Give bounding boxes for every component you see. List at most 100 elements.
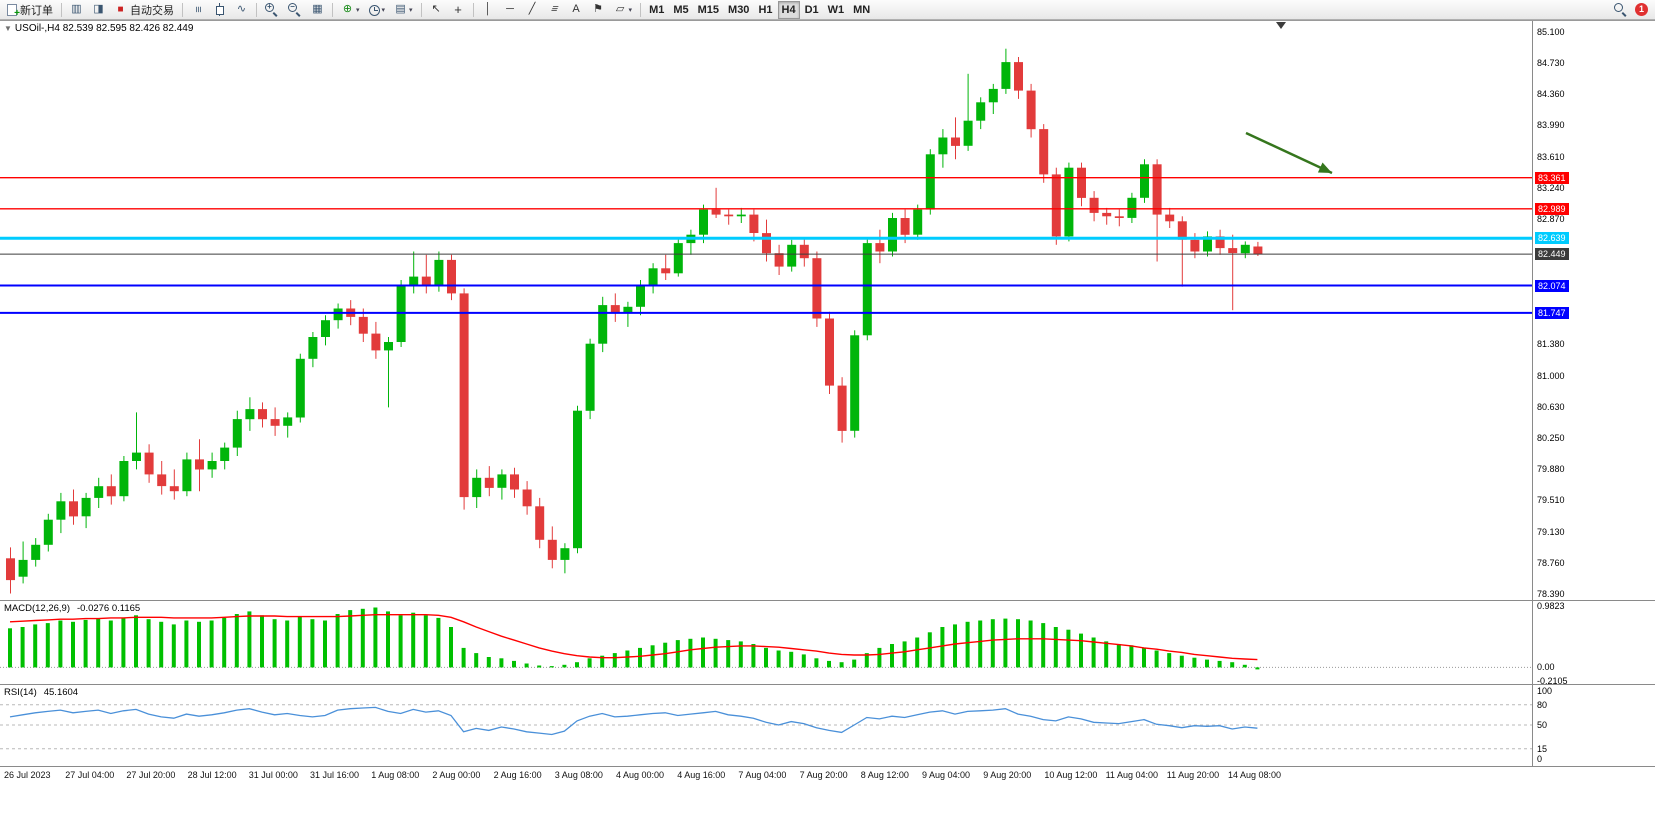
rsi-line bbox=[9, 706, 1258, 736]
notification-badge[interactable]: 1 bbox=[1635, 3, 1648, 16]
crosshair-icon: + bbox=[454, 2, 462, 17]
timeframe-m30-button[interactable]: M30 bbox=[724, 1, 753, 19]
profiles-icon: ◨ bbox=[93, 3, 104, 15]
text-label-button[interactable]: A bbox=[566, 1, 587, 19]
price-level-badge: 83.361 bbox=[1535, 171, 1569, 184]
autotrading-button[interactable]: ■ 自动交易 bbox=[110, 1, 178, 19]
toolbar-separator bbox=[640, 2, 642, 17]
templates-button[interactable]: ▤ ▾ bbox=[390, 1, 417, 19]
templates-icon: ▤ bbox=[395, 3, 406, 15]
shift-marker-icon[interactable] bbox=[1276, 22, 1286, 29]
price-tick: 78.760 bbox=[1537, 558, 1565, 569]
indicators-button[interactable]: ⊕ ▾ bbox=[337, 1, 364, 19]
price-tick: 84.730 bbox=[1537, 57, 1565, 68]
macd-axis[interactable]: 0.9823 0.00 -0.2105 bbox=[1532, 601, 1655, 687]
trendline-icon: ╱ bbox=[528, 3, 536, 15]
macd-pane[interactable]: MACD(12,26,9) -0.0276 0.1165 0.9823 0.00 -0… bbox=[0, 601, 1655, 687]
price-tick: 80.630 bbox=[1537, 401, 1565, 412]
candlestick-chart-icon bbox=[213, 3, 226, 16]
time-label: 31 Jul 00:00 bbox=[248, 770, 298, 780]
time-label: 1 Aug 08:00 bbox=[371, 770, 420, 780]
vertical-line-button[interactable]: │ bbox=[478, 1, 499, 19]
time-axis[interactable]: 26 Jul 2023 27 Jul 04:00 27 Jul 20:00 28 Ju… bbox=[0, 767, 1655, 785]
new-chart-button[interactable]: ▥ bbox=[66, 1, 87, 19]
timeframe-h1-button[interactable]: H1 bbox=[754, 1, 776, 19]
text-label-icon: A bbox=[572, 3, 580, 15]
collapse-icon[interactable]: ▼ bbox=[4, 24, 12, 33]
chart-header-text: USOil-,H4 82.539 82.595 82.426 82.449 bbox=[14, 23, 194, 34]
price-level-badge: 81.747 bbox=[1535, 306, 1569, 319]
tile-windows-button[interactable]: ▦ bbox=[307, 1, 328, 19]
chart-area: ▼ USOil-,H4 82.539 82.595 82.426 82.449 8… bbox=[0, 20, 1655, 785]
macd-label: MACD(12,26,9) -0.0276 0.1165 bbox=[4, 603, 147, 614]
time-label: 2 Aug 16:00 bbox=[493, 770, 542, 780]
arrows-button[interactable]: ⚑ bbox=[588, 1, 609, 19]
rsi-pane[interactable]: RSI(14) 45.1604 100 80 50 15 0 bbox=[0, 685, 1655, 767]
price-level-badge: 82.449 bbox=[1535, 248, 1569, 261]
price-tick: 83.990 bbox=[1537, 119, 1565, 130]
price-level-badge: 82.989 bbox=[1535, 202, 1569, 215]
bar-chart-button[interactable]: ≡ bbox=[187, 1, 208, 19]
trend-arrow[interactable] bbox=[1245, 131, 1333, 175]
time-label: 27 Jul 20:00 bbox=[126, 770, 176, 780]
price-tick: 81.000 bbox=[1537, 370, 1565, 381]
timeframe-m1-button[interactable]: M1 bbox=[645, 1, 668, 19]
rsi-value: 45.1604 bbox=[43, 687, 79, 698]
timeframe-m5-button[interactable]: M5 bbox=[669, 1, 692, 19]
timeframe-m15-button[interactable]: M15 bbox=[694, 1, 723, 19]
trend-arrow-head bbox=[1317, 162, 1332, 173]
new-chart-icon: ▥ bbox=[71, 3, 82, 15]
fibonacci-button[interactable]: ≡ bbox=[544, 1, 565, 19]
rsi-label: RSI(14) 45.1604 bbox=[4, 687, 85, 698]
crosshair-button[interactable]: + bbox=[448, 1, 469, 19]
line-chart-button[interactable]: ∿ bbox=[231, 1, 252, 19]
price-tick: 80.250 bbox=[1537, 433, 1565, 444]
time-label: 26 Jul 2023 bbox=[4, 770, 51, 780]
horizontal-line-icon: ─ bbox=[506, 3, 514, 15]
chevron-down-icon: ▾ bbox=[409, 6, 413, 14]
chart-header: ▼ USOil-,H4 82.539 82.595 82.426 82.449 bbox=[4, 23, 200, 34]
horizontal-line-button[interactable]: ─ bbox=[500, 1, 521, 19]
flag-icon: ⚑ bbox=[593, 3, 603, 15]
rsi-name: RSI(14) bbox=[4, 687, 37, 698]
macd-plot[interactable] bbox=[0, 601, 1532, 685]
periods-button[interactable]: ▾ bbox=[365, 1, 390, 19]
profiles-button[interactable]: ◨ bbox=[88, 1, 109, 19]
timeframe-w1-button[interactable]: W1 bbox=[824, 1, 849, 19]
zoom-out-button[interactable]: − bbox=[284, 1, 306, 19]
price-axis[interactable]: 85.100 84.730 84.360 83.990 83.610 83.240 82.8… bbox=[1532, 21, 1655, 600]
macd-name: MACD(12,26,9) bbox=[4, 603, 70, 614]
cursor-button[interactable]: ↖ bbox=[426, 1, 447, 19]
time-label: 31 Jul 16:00 bbox=[310, 770, 360, 780]
price-pane[interactable]: ▼ USOil-,H4 82.539 82.595 82.426 82.449 8… bbox=[0, 21, 1655, 601]
price-tick: 85.100 bbox=[1537, 26, 1565, 37]
time-label: 4 Aug 00:00 bbox=[616, 770, 665, 780]
macd-tick: -0.2105 bbox=[1537, 676, 1568, 687]
new-order-button[interactable]: + 新订单 bbox=[3, 1, 57, 19]
timeframe-h4-button[interactable]: H4 bbox=[777, 0, 800, 19]
rsi-axis[interactable]: 100 80 50 15 0 bbox=[1532, 685, 1655, 766]
time-label: 10 Aug 12:00 bbox=[1044, 770, 1098, 780]
new-order-label: 新订单 bbox=[20, 4, 53, 17]
rsi-plot[interactable] bbox=[0, 685, 1532, 767]
price-tick: 83.240 bbox=[1537, 182, 1565, 193]
candlestick-plot[interactable] bbox=[0, 21, 1532, 601]
toolbar-separator bbox=[182, 2, 183, 17]
search-button[interactable] bbox=[1610, 1, 1632, 19]
macd-tick: 0.9823 bbox=[1537, 601, 1565, 611]
rsi-tick: 0 bbox=[1537, 753, 1543, 764]
time-label: 7 Aug 04:00 bbox=[738, 770, 787, 780]
price-level-badge: 82.639 bbox=[1535, 232, 1569, 245]
toolbar-separator bbox=[472, 2, 474, 17]
price-tick: 79.510 bbox=[1537, 495, 1565, 506]
timeframe-d1-button[interactable]: D1 bbox=[801, 1, 823, 19]
new-order-icon: + bbox=[7, 3, 20, 18]
zoom-in-button[interactable]: + bbox=[261, 1, 283, 19]
autotrading-icon: ■ bbox=[117, 4, 124, 15]
time-label: 8 Aug 12:00 bbox=[860, 770, 909, 780]
candlestick-chart-button[interactable] bbox=[209, 1, 230, 19]
trendline-button[interactable]: ╱ bbox=[522, 1, 543, 19]
shapes-button[interactable]: ▱ ▾ bbox=[610, 1, 637, 19]
rsi-tick: 50 bbox=[1537, 720, 1548, 730]
timeframe-mn-button[interactable]: MN bbox=[849, 1, 874, 19]
